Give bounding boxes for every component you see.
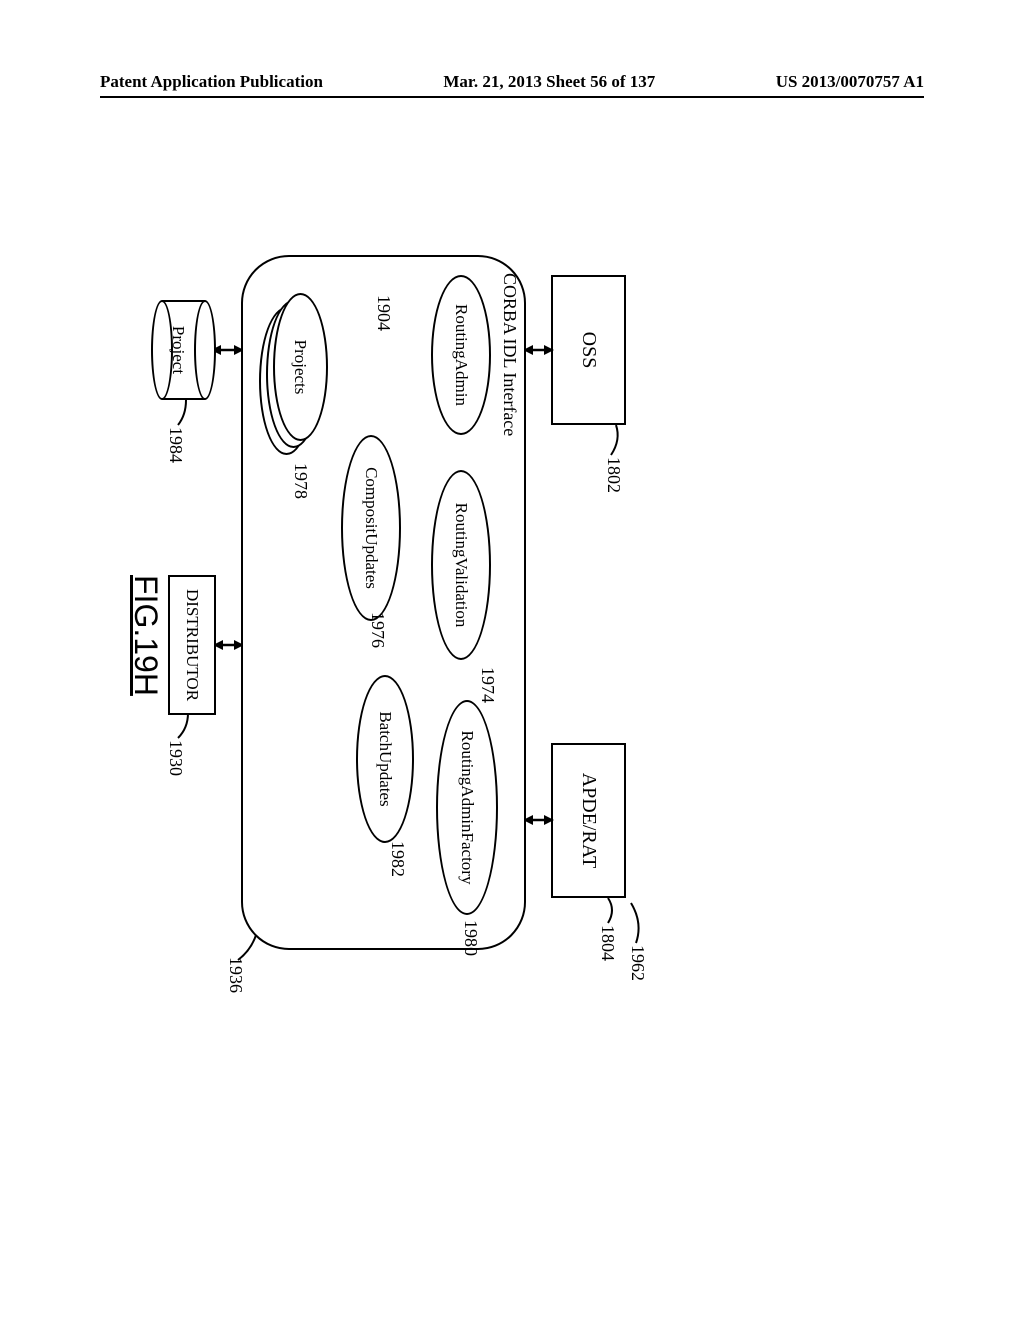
ref-1976: 1976 [367,612,388,648]
ref-1982: 1982 [387,841,408,877]
routing-admin-factory-ellipse: RoutingAdminFactory [436,700,498,915]
header-center: Mar. 21, 2013 Sheet 56 of 137 [443,72,655,92]
figure-canvas: OSS APDE/RAT [138,255,626,955]
figure-19h: OSS APDE/RAT [32,361,732,849]
ref-1904: 1904 [373,295,394,331]
batch-updates-label: BatchUpdates [375,711,395,806]
ref-1802: 1802 [603,457,624,493]
ref-1980: 1980 [460,920,481,956]
page-header: Patent Application Publication Mar. 21, … [100,72,924,98]
project-cylinder-label: Project [168,300,188,400]
distributor-box: DISTRIBUTOR [168,575,216,715]
ref-1962: 1962 [627,945,648,981]
projects-ellipse: Projects [273,293,328,441]
routing-admin-factory-label: RoutingAdminFactory [457,731,477,885]
ref-1974: 1974 [477,667,498,703]
figure-caption: FIG.19H [127,575,164,696]
ref-1978: 1978 [290,463,311,499]
projects-label: Projects [291,340,311,395]
project-cylinder: Project [151,300,216,400]
page: Patent Application Publication Mar. 21, … [0,0,1024,1320]
distributor-label: DISTRIBUTOR [182,589,202,701]
header-left: Patent Application Publication [100,72,323,92]
corba-label: CORBA IDL Interface [499,273,520,436]
routing-admin-label: RoutingAdmin [451,304,471,406]
routing-admin-ellipse: RoutingAdmin [431,275,491,435]
composit-updates-label: CompositUpdates [361,467,381,589]
ref-1984: 1984 [165,427,186,463]
composit-updates-ellipse: CompositUpdates [341,435,401,621]
routing-validation-label: RoutingValidation [451,503,471,628]
ref-1930: 1930 [165,740,186,776]
ref-1804: 1804 [597,925,618,961]
ref-1936: 1936 [225,957,246,993]
batch-updates-ellipse: BatchUpdates [356,675,414,843]
header-right: US 2013/0070757 A1 [776,72,924,92]
routing-validation-ellipse: RoutingValidation [431,470,491,660]
